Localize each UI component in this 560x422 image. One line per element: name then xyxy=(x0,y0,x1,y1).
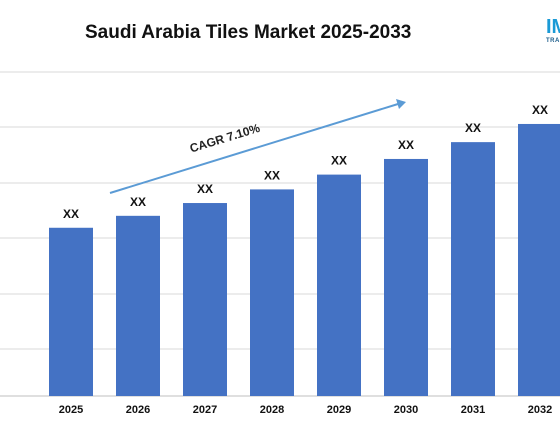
data-label: XX xyxy=(331,154,347,168)
bar xyxy=(183,203,227,396)
data-label: XX xyxy=(197,182,213,196)
data-label: XX xyxy=(532,103,548,117)
brand-logo: IM TRA xyxy=(540,16,560,50)
cagr-annotation: CAGR 7.10% xyxy=(109,99,406,194)
bar xyxy=(250,189,294,396)
bar xyxy=(317,174,361,396)
x-tick-label: 2027 xyxy=(193,404,217,416)
bar xyxy=(384,158,428,396)
data-label: XX xyxy=(398,138,414,152)
bar xyxy=(116,215,160,396)
chart-title: Saudi Arabia Tiles Market 2025-2033 xyxy=(85,22,412,43)
cagr-arrow-head xyxy=(396,99,406,109)
bar xyxy=(518,123,560,396)
cagr-arrow-line xyxy=(109,103,399,194)
x-tick-label: 2032 xyxy=(528,404,552,416)
bars xyxy=(49,123,560,396)
data-label: XX xyxy=(63,207,79,221)
data-labels: XX XX XX XX XX XX XX XX xyxy=(63,103,548,221)
logo-mark: IM xyxy=(546,16,560,38)
data-label: XX xyxy=(264,168,280,182)
data-label: XX xyxy=(465,121,481,135)
x-tick-label: 2031 xyxy=(461,404,485,416)
bar xyxy=(451,142,495,396)
bar xyxy=(49,227,93,396)
x-tick-label: 2025 xyxy=(59,404,83,416)
logo-subtext: TRA xyxy=(546,38,560,44)
data-label: XX xyxy=(130,195,146,209)
x-tick-label: 2026 xyxy=(126,404,150,416)
x-tick-label: 2028 xyxy=(260,404,284,416)
x-tick-label: 2030 xyxy=(394,404,418,416)
x-axis-ticks: 2025 2026 2027 2028 2029 2030 2031 2032 xyxy=(59,404,552,416)
x-tick-label: 2029 xyxy=(327,404,351,416)
